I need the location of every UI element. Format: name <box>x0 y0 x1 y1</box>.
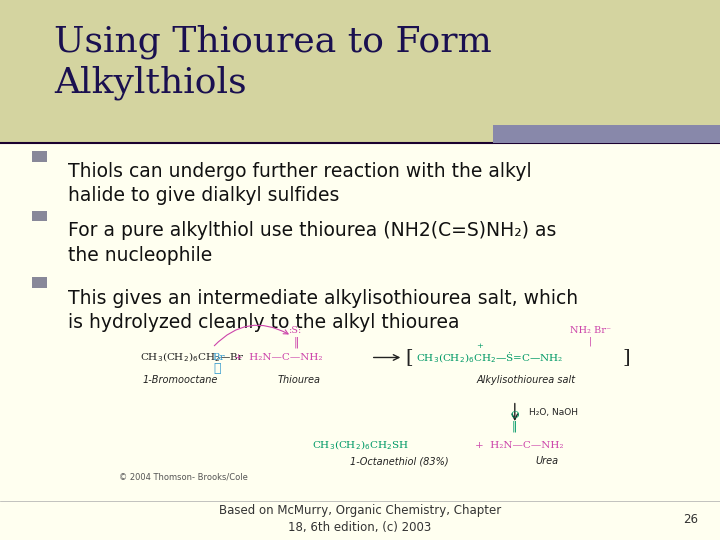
Text: Using Thiourea to Form
Alkylthiols: Using Thiourea to Form Alkylthiols <box>54 24 492 100</box>
Text: 1-Bromooctane: 1-Bromooctane <box>143 375 217 386</box>
Bar <box>32 151 47 162</box>
Text: ‖: ‖ <box>512 421 518 433</box>
Text: This gives an intermediate alkylisothiourea salt, which
is hydrolyzed cleanly to: This gives an intermediate alkylisothiou… <box>68 289 579 332</box>
Text: [: [ <box>405 348 413 367</box>
Text: 26: 26 <box>683 513 698 526</box>
Text: +  H₂N—C—NH₂: + H₂N—C—NH₂ <box>234 353 323 362</box>
Text: +: + <box>476 342 483 349</box>
Text: Br: Br <box>212 353 225 362</box>
Text: CH$_3$(CH$_2$)$_6$CH$_2$—Br: CH$_3$(CH$_2$)$_6$CH$_2$—Br <box>140 350 245 365</box>
Text: +  H₂N—C—NH₂: + H₂N—C—NH₂ <box>475 441 564 450</box>
Text: For a pure alkylthiol use thiourea (NH2(C=S)NH₂) as
the nucleophile: For a pure alkylthiol use thiourea (NH2(… <box>68 221 557 265</box>
Text: CH$_3$(CH$_2$)$_6$CH$_2$—Ṡ=C—NH₂: CH$_3$(CH$_2$)$_6$CH$_2$—Ṡ=C—NH₂ <box>416 350 564 365</box>
Text: NH₂ Br⁻: NH₂ Br⁻ <box>570 326 611 335</box>
Text: Thiols can undergo further reaction with the alkyl
halide to give dialkyl sulfid: Thiols can undergo further reaction with… <box>68 162 532 205</box>
Text: ⌣: ⌣ <box>214 362 221 375</box>
Text: Thiourea: Thiourea <box>277 375 320 386</box>
Text: Alkylisothiourea salt: Alkylisothiourea salt <box>476 375 575 386</box>
Bar <box>112 324 706 489</box>
Text: :S:: :S: <box>289 326 302 335</box>
Text: © 2004 Thomson- Brooks/Cole: © 2004 Thomson- Brooks/Cole <box>119 472 248 482</box>
FancyArrowPatch shape <box>215 325 288 346</box>
Text: ‖: ‖ <box>293 336 299 348</box>
Text: CH$_3$(CH$_2$)$_6$CH$_2$SH: CH$_3$(CH$_2$)$_6$CH$_2$SH <box>312 438 408 453</box>
Text: Urea: Urea <box>536 456 559 467</box>
Bar <box>32 277 47 288</box>
Text: H₂O, NaOH: H₂O, NaOH <box>529 408 578 416</box>
Text: 1-Octanethiol (83%): 1-Octanethiol (83%) <box>351 456 449 467</box>
Text: |: | <box>589 336 592 346</box>
Text: ]: ] <box>623 348 631 367</box>
Bar <box>32 211 47 221</box>
Text: Based on McMurry, Organic Chemistry, Chapter
18, 6th edition, (c) 2003: Based on McMurry, Organic Chemistry, Cha… <box>219 504 501 535</box>
Text: O: O <box>510 411 519 420</box>
Bar <box>0 0 720 143</box>
Bar <box>493 125 720 143</box>
